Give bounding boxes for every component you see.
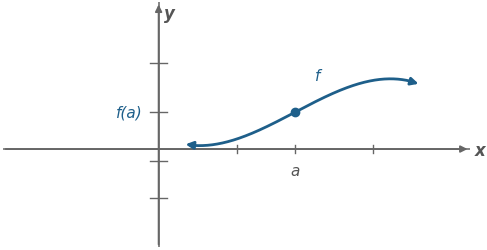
Text: a: a: [290, 163, 300, 178]
Text: y: y: [165, 5, 175, 23]
Text: x: x: [474, 142, 485, 160]
Text: f(a): f(a): [116, 105, 143, 120]
Text: f: f: [315, 69, 320, 84]
